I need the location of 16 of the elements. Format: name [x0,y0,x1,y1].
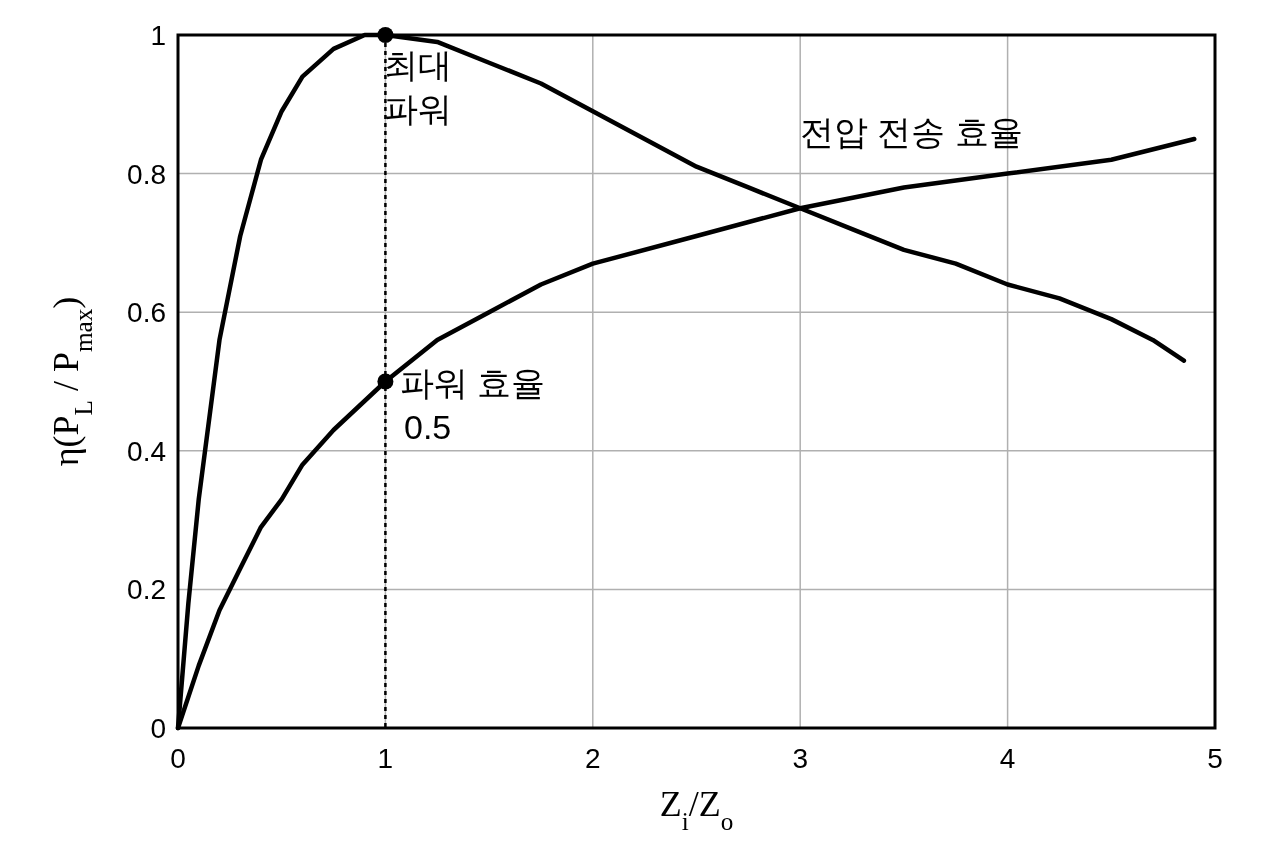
y-tick-label: 0 [150,713,166,744]
x-tick-label: 1 [377,743,394,774]
y-tick-label: 0.6 [127,297,166,329]
y-tick-label: 0.2 [127,574,166,606]
y-tick-label: 0.8 [127,158,166,190]
y-tick-label: 1 [150,20,166,51]
annotation: 최대 파워 [384,46,452,128]
annotation: 파워 효율 0.5 [400,364,546,446]
x-tick-label: 3 [792,743,808,774]
x-tick-label: 0 [170,743,186,774]
annotation: 전압 전송 효율 [800,113,1023,151]
x-tick-label: 2 [585,743,601,774]
x-tick-label: 5 [1207,743,1223,774]
x-axis-title: Z$_{i}$/Z$_{o}$ [659,784,734,835]
x-tick-label: 4 [999,743,1016,774]
y-tick-label: 0.4 [127,435,166,467]
